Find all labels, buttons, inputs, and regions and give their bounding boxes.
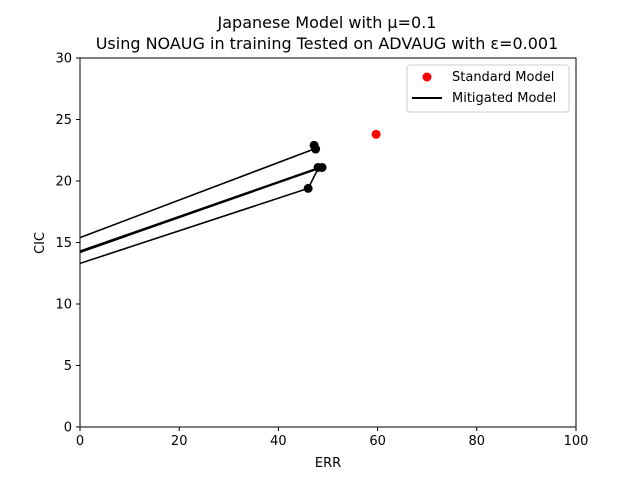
data-marks bbox=[80, 129, 381, 265]
chart-title-line1: Japanese Model with μ=0.1 bbox=[217, 13, 437, 32]
y-axis-label: CIC bbox=[33, 232, 48, 254]
axes bbox=[76, 57, 577, 431]
x-tick-label: 100 bbox=[564, 434, 589, 449]
mitigated-model-point bbox=[311, 144, 321, 154]
y-tick-label: 0 bbox=[64, 421, 72, 436]
legend-marker-standard-model bbox=[422, 72, 432, 82]
legend: Standard Model Mitigated Model bbox=[406, 64, 570, 113]
x-tick-label: 20 bbox=[171, 434, 188, 449]
standard-model-point bbox=[371, 129, 381, 139]
y-tick-label: 30 bbox=[55, 52, 72, 67]
x-tick-label: 40 bbox=[270, 434, 287, 449]
x-tick-label: 80 bbox=[469, 434, 486, 449]
x-tick-label: 60 bbox=[369, 434, 386, 449]
legend-label-standard-model: Standard Model bbox=[452, 70, 554, 85]
x-tick-label: 0 bbox=[76, 434, 84, 449]
legend-label-mitigated-model: Mitigated Model bbox=[452, 91, 556, 106]
legend-frame bbox=[406, 64, 570, 113]
x-axis-label: ERR bbox=[315, 456, 341, 471]
y-tick-label: 25 bbox=[55, 113, 72, 128]
mitigated-model-point bbox=[303, 183, 313, 193]
tick-labels: 0 20 40 60 80 100 0 5 10 15 20 25 30 bbox=[55, 52, 588, 450]
y-tick-label: 5 bbox=[64, 359, 72, 374]
mitigated-model-point bbox=[317, 162, 327, 172]
y-tick-label: 10 bbox=[55, 298, 72, 313]
y-tick-label: 15 bbox=[55, 236, 72, 251]
chart-title-line2: Using NOAUG in training Tested on ADVAUG… bbox=[96, 34, 559, 53]
y-tick-label: 20 bbox=[55, 175, 72, 190]
